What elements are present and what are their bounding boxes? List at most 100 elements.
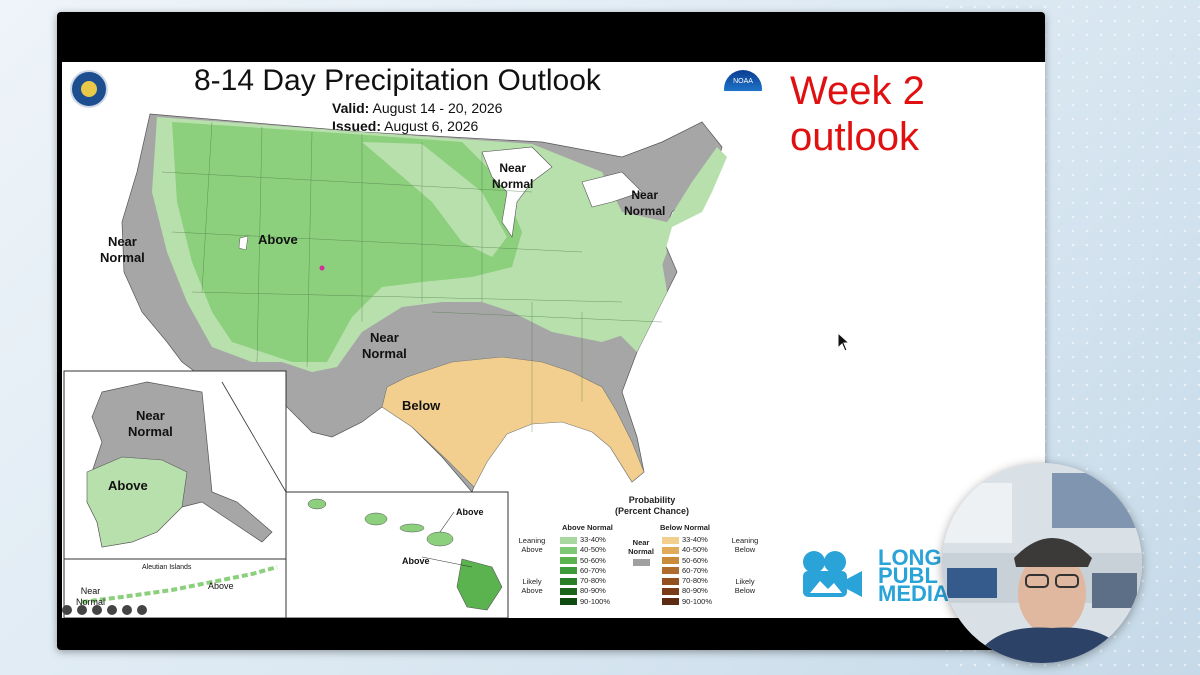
legend-title: Probability (Percent Chance) xyxy=(614,495,690,516)
legend-above-swatch xyxy=(560,557,577,565)
legend-above-row: 33-40% xyxy=(560,535,610,545)
map-toolbar xyxy=(62,602,152,618)
legend-below-range-label: 33-40% xyxy=(682,535,708,544)
legend-above-swatch xyxy=(560,598,577,606)
great-salt-lake xyxy=(238,235,249,251)
label-hawaii-above-1: Above xyxy=(456,507,484,517)
week2-callout: Week 2 outlook xyxy=(790,68,925,160)
label-aleutian-title: Aleutian Islands xyxy=(142,564,192,571)
legend-above-range-label: 80-90% xyxy=(580,586,606,596)
legend-likely-above: Likely Above xyxy=(521,577,543,595)
callout-line-2: outlook xyxy=(790,115,919,159)
legend-below-scale: 33-40% 40-50% 50-60% 60-70% 70-80% 80-90% 90-1… xyxy=(662,535,712,607)
legend-above-row: 90-100% xyxy=(560,597,610,607)
hawaii-kauai xyxy=(307,498,327,510)
legend-leaning-above: Leaning Above xyxy=(518,536,546,554)
valid-dates: Valid: August 14 - 20, 2026 xyxy=(332,100,502,116)
camera-icon xyxy=(803,551,862,597)
above-33-north-strip xyxy=(362,142,507,257)
legend-below-range-label: 60-70% xyxy=(682,565,708,575)
valid-value: August 14 - 20, 2026 xyxy=(372,100,503,116)
toolbar-next-icon[interactable] xyxy=(137,605,147,615)
noaa-logo-text: NOAA xyxy=(733,78,753,85)
hawaii-inset-frame xyxy=(285,491,509,618)
legend-above-swatch xyxy=(560,577,577,585)
label-west-near-normal: Near Normal xyxy=(100,234,145,265)
legend-below-swatch xyxy=(662,546,679,554)
slide: NOAA 8-14 Day Precipitation Outlook Vali… xyxy=(62,62,1045,618)
toolbar-zoom-icon[interactable] xyxy=(92,605,102,615)
issued-value: August 6, 2026 xyxy=(384,118,479,134)
legend-below-swatch xyxy=(662,557,679,565)
legend-above-range-label: 60-70% xyxy=(580,565,606,575)
legend-above-range-label: 70-80% xyxy=(580,576,606,586)
legend-below-swatch xyxy=(662,588,679,595)
presenter-video-frame xyxy=(942,463,1142,663)
legend-below-range-label: 80-90% xyxy=(682,586,708,596)
legend-above-row: 80-90% xyxy=(560,586,610,596)
label-south-near-normal: Near Normal xyxy=(362,330,407,361)
toolbar-back-icon[interactable] xyxy=(62,605,72,615)
below-normal-region xyxy=(381,356,645,488)
legend-above-row: 70-80% xyxy=(560,576,610,586)
label-northeast-near-normal: Near Normal xyxy=(624,188,666,218)
legend-above-scale: 33-40% 40-50% 50-60% 60-70% 70-80% 80-90% 90-1… xyxy=(560,535,610,607)
legend-near-swatch xyxy=(632,559,650,566)
legend-above-range-label: 40-50% xyxy=(580,545,606,555)
legend-likely-below: Likely Below xyxy=(734,577,756,595)
legend-below-header: Below Normal xyxy=(660,523,711,532)
hawaii-maui xyxy=(426,531,454,547)
legend-below-row: 50-60% xyxy=(662,556,712,566)
commerce-seal-logo xyxy=(70,70,108,108)
legend-near-normal: Near Normal xyxy=(628,538,654,566)
aleutian-islands-shape xyxy=(81,565,278,604)
northeast-above-region xyxy=(582,147,727,352)
label-alaska-near-normal: Near Normal xyxy=(128,408,173,439)
legend-below-swatch xyxy=(662,536,679,544)
legend-above-row: 40-50% xyxy=(560,545,610,555)
legend-below-row: 40-50% xyxy=(662,545,712,555)
legend-above-header: Above Normal xyxy=(562,523,613,532)
map-title: 8-14 Day Precipitation Outlook xyxy=(194,64,601,97)
precipitation-map xyxy=(63,113,727,618)
issued-date: Issued: August 6, 2026 xyxy=(332,118,478,134)
legend-below-row: 70-80% xyxy=(662,576,712,586)
legend-above-swatch xyxy=(560,567,577,575)
label-below: Below xyxy=(402,398,441,413)
hawaii-oahu xyxy=(364,512,388,526)
valid-label: Valid: xyxy=(332,100,370,116)
legend-below-row: 90-100% xyxy=(662,597,712,607)
legend-above-swatch xyxy=(560,588,577,595)
legend-below-swatch xyxy=(662,567,679,575)
toolbar-pen-icon[interactable] xyxy=(77,605,87,615)
legend-below-row: 33-40% xyxy=(662,535,712,545)
legend-above-swatch xyxy=(560,546,577,554)
noaa-logo: NOAA xyxy=(724,70,762,108)
hawaii-molokai xyxy=(399,523,425,533)
toolbar-more-icon[interactable] xyxy=(122,605,132,615)
label-aleutian-above: Above xyxy=(208,581,234,591)
label-aleutian-near-normal: Near Normal xyxy=(76,586,106,607)
legend-above-range-label: 33-40% xyxy=(580,535,606,544)
label-alaska-above: Above xyxy=(108,478,148,493)
presenter-webcam xyxy=(942,463,1142,663)
toolbar-slides-icon[interactable] xyxy=(107,605,117,615)
state-borders xyxy=(161,121,663,432)
legend-below-row: 80-90% xyxy=(662,586,712,596)
legend-leaning-below: Leaning Below xyxy=(731,536,759,554)
legend-below-row: 60-70% xyxy=(662,566,712,576)
logo-text: LONG PUBL MEDIA xyxy=(878,545,949,606)
legend-below-range-label: 40-50% xyxy=(682,545,708,555)
great-lakes xyxy=(481,146,643,238)
legend-above-row: 50-60% xyxy=(560,556,610,566)
issued-label: Issued: xyxy=(332,118,382,134)
legend-above-range-label: 50-60% xyxy=(580,555,606,565)
label-above: Above xyxy=(258,232,298,247)
legend-below-swatch xyxy=(662,598,679,606)
inset-connector xyxy=(221,381,287,493)
callout-line-1: Week 2 xyxy=(790,69,925,113)
legend-below-range-label: 50-60% xyxy=(682,555,708,565)
legend-below-range-label: 70-80% xyxy=(682,576,708,586)
label-great-lakes-near-normal: Near Normal xyxy=(492,161,534,191)
legend-above-range-label: 90-100% xyxy=(580,596,611,606)
